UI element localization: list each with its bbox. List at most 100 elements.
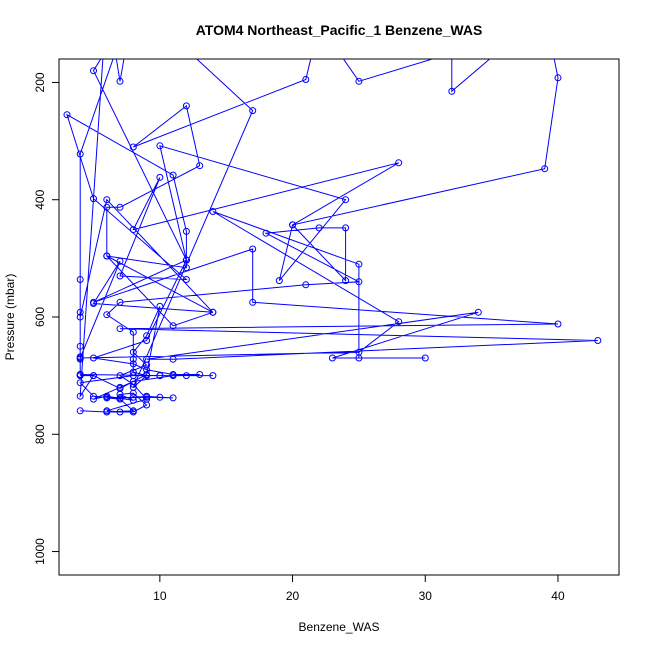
x-tick-label: 30 [419, 589, 433, 603]
data-point [90, 392, 97, 400]
data-point [169, 355, 177, 363]
data-point [169, 371, 177, 378]
data-point [90, 298, 97, 306]
data-point [554, 320, 562, 328]
data-point [474, 308, 482, 316]
data-point [129, 226, 137, 234]
data-point [130, 0, 136, 3]
data-point [196, 162, 204, 170]
data-point [328, 354, 336, 362]
data-point [289, 221, 297, 229]
data-point [76, 407, 84, 415]
data-point [355, 260, 363, 268]
y-tick-label: 800 [33, 424, 47, 444]
data-point [156, 142, 164, 150]
data-point [156, 393, 164, 401]
data-point [129, 328, 137, 336]
data-point [302, 76, 310, 83]
data-point [130, 3, 136, 9]
data-point [209, 208, 217, 215]
data-point [129, 348, 137, 356]
y-tick-label: 1000 [33, 538, 47, 565]
series-benzene [63, 0, 602, 416]
data-point [103, 392, 111, 400]
data-point [169, 171, 177, 179]
data-point [76, 379, 84, 387]
data-point [209, 372, 217, 380]
data-point [342, 224, 350, 232]
data-point [554, 74, 562, 82]
data-point [182, 227, 190, 235]
data-point [355, 354, 363, 362]
data-point [541, 165, 549, 173]
data-point [421, 354, 429, 362]
y-axis-label: Pressure (mbar) [3, 274, 17, 361]
data-point [594, 337, 602, 344]
data-point [182, 276, 190, 283]
data-point [116, 408, 124, 416]
data-point [90, 372, 97, 380]
data-point [76, 392, 84, 400]
data-point [129, 393, 137, 401]
data-point [169, 322, 177, 330]
data-point [76, 354, 84, 362]
data-point [129, 355, 137, 363]
data-point [103, 407, 111, 415]
x-axis-label: Benzene_WAS [299, 620, 380, 634]
data-point [76, 276, 84, 283]
data-point [209, 308, 217, 316]
y-tick-label: 600 [33, 307, 47, 327]
data-point [63, 111, 71, 119]
data-point [76, 313, 84, 321]
data-point [103, 311, 111, 319]
data-point [182, 372, 190, 380]
data-point [104, 0, 110, 3]
data-point [156, 302, 164, 310]
data-point [169, 394, 177, 402]
x-axis: 10 20 30 40 [153, 574, 565, 603]
data-point [116, 272, 124, 280]
data-point [182, 256, 190, 264]
data-point [116, 394, 124, 402]
data-point [129, 368, 137, 376]
data-point [129, 378, 137, 385]
data-point [116, 383, 124, 391]
x-tick-label: 20 [286, 589, 300, 603]
data-point [90, 395, 97, 403]
data-point [143, 332, 151, 340]
data-point [355, 77, 363, 85]
x-tick-label: 10 [153, 589, 167, 603]
data-point [129, 408, 137, 416]
chart-title: ATOM4 Northeast_Pacific_1 Benzene_WAS [196, 22, 483, 38]
data-point [103, 196, 111, 204]
data-point [542, 9, 548, 15]
data-point [156, 173, 164, 181]
y-tick-label: 200 [33, 72, 47, 92]
data-point [103, 252, 111, 260]
data-point [182, 264, 190, 272]
data-point [249, 298, 257, 306]
data-point [116, 77, 124, 85]
data-point [116, 325, 124, 333]
series-line [66, 59, 598, 413]
data-point [143, 371, 151, 378]
plot-frame [58, 58, 620, 576]
data-point [76, 308, 84, 316]
data-point [182, 102, 190, 110]
data-point [315, 224, 323, 232]
data-point [116, 257, 124, 265]
data-point [103, 203, 111, 211]
data-point [143, 361, 151, 369]
data-point [449, 50, 455, 56]
data-point [116, 390, 124, 398]
data-point [143, 366, 151, 374]
data-point [196, 371, 204, 378]
data-point [262, 229, 270, 237]
data-point [90, 195, 97, 203]
data-point [395, 159, 403, 167]
data-point [76, 372, 84, 380]
data-point [342, 277, 350, 285]
x-tick-label: 40 [551, 589, 565, 603]
data-point [143, 401, 151, 409]
